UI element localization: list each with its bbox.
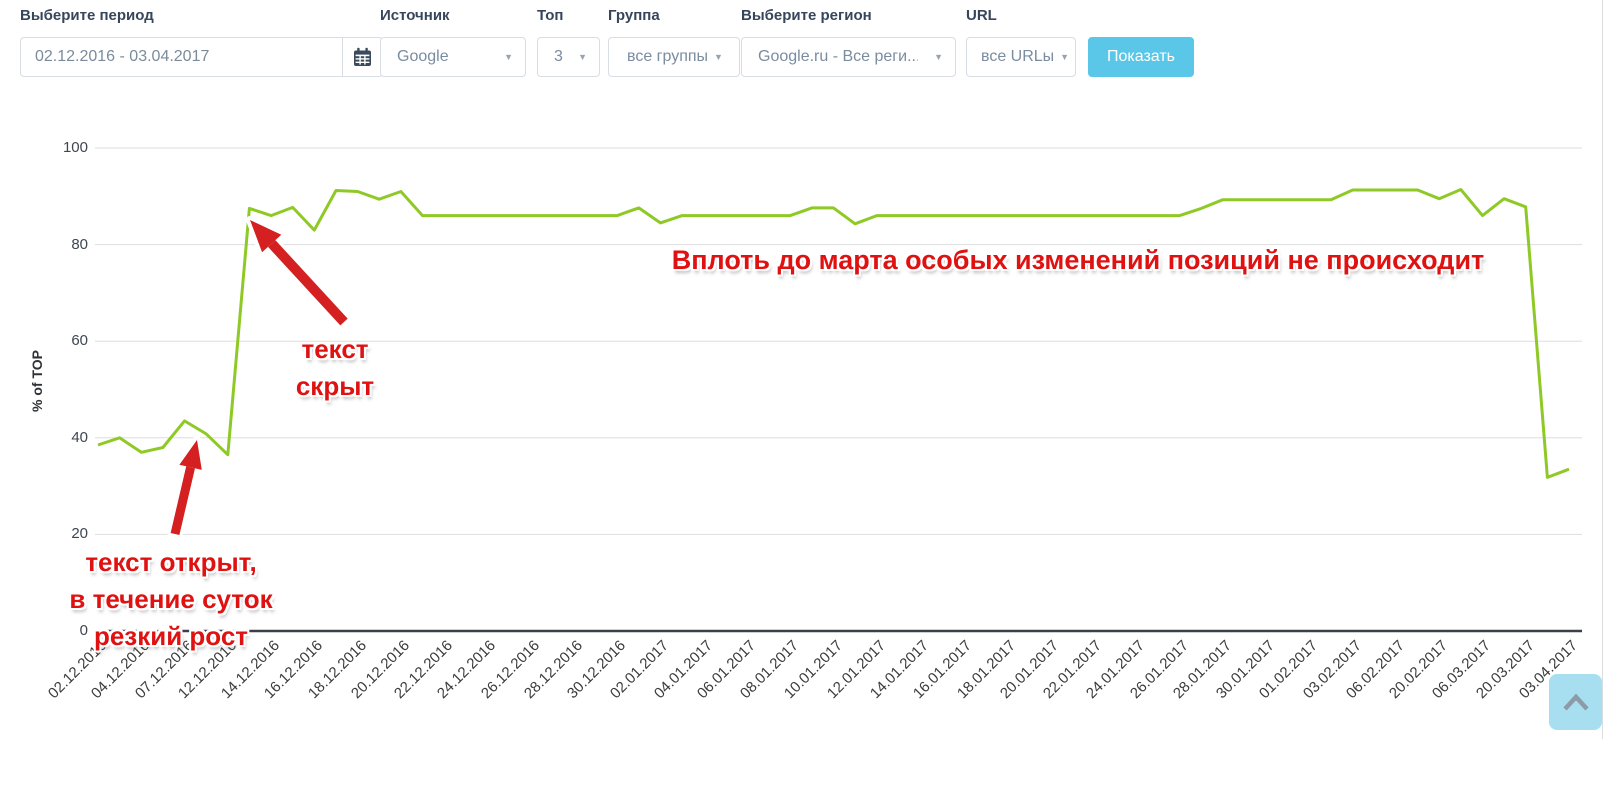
calendar-button[interactable]: [342, 38, 382, 76]
series-line: [97, 188, 1570, 479]
source-select[interactable]: Google ▼: [380, 37, 526, 77]
y-tick-label: 100: [62, 139, 88, 156]
y-tick-label: 40: [71, 428, 88, 446]
chevron-down-icon: ▼: [578, 51, 587, 62]
y-tick-label: 20: [71, 525, 88, 543]
top-select-value: 3: [554, 48, 563, 65]
chevron-down-icon: ▼: [714, 51, 723, 62]
annotation-line: текст открыт,: [85, 547, 257, 577]
period-label: Выберите период: [20, 7, 154, 24]
chevron-down-icon: ▼: [934, 51, 943, 62]
region-select[interactable]: Google.ru - Все реги... ▼: [741, 37, 956, 77]
period-input[interactable]: [21, 38, 342, 76]
annotation-arrow-growth: [167, 436, 206, 542]
url-select[interactable]: все URLы ▼: [966, 37, 1076, 77]
scroll-to-top-button[interactable]: [1549, 674, 1602, 730]
annotation-text-hidden: текст скрыт: [283, 331, 387, 405]
top-select[interactable]: 3 ▼: [537, 37, 600, 77]
calendar-icon: [354, 47, 371, 66]
period-picker: [20, 37, 383, 77]
url-label: URL: [966, 7, 997, 24]
group-select[interactable]: все группы ▼: [608, 37, 740, 77]
url-select-value: все URLы: [981, 48, 1055, 65]
chevron-down-icon: ▼: [1060, 51, 1070, 62]
annotation-no-changes: Вплоть до марта особых изменений позиций…: [671, 245, 1485, 275]
annotation-arrow-jump: [246, 216, 352, 330]
annotation-line: скрыт: [295, 371, 375, 401]
y-tick-label: 60: [71, 332, 88, 350]
annotation-text-opened: текст открыт, в течение суток резкий рос…: [52, 544, 290, 655]
source-label: Источник: [380, 7, 450, 24]
chevron-up-icon: [1562, 693, 1589, 711]
region-select-value: Google.ru - Все реги...: [758, 48, 918, 65]
window-right-border: [1602, 0, 1603, 739]
y-tick-label: 0: [79, 622, 88, 639]
show-button[interactable]: Показать: [1088, 37, 1194, 77]
annotation-line: резкий рост: [93, 621, 249, 651]
source-select-value: Google: [397, 48, 449, 65]
top-label: Топ: [537, 7, 564, 24]
chevron-down-icon: ▼: [504, 51, 513, 62]
group-label: Группа: [608, 7, 660, 24]
group-select-value: все группы: [627, 48, 709, 65]
y-axis-title: % of TOP: [29, 350, 45, 412]
y-tick-label: 80: [71, 235, 88, 253]
annotation-line: в течение суток: [69, 584, 273, 614]
annotation-line: текст: [301, 334, 369, 364]
region-label: Выберите регион: [741, 7, 872, 24]
